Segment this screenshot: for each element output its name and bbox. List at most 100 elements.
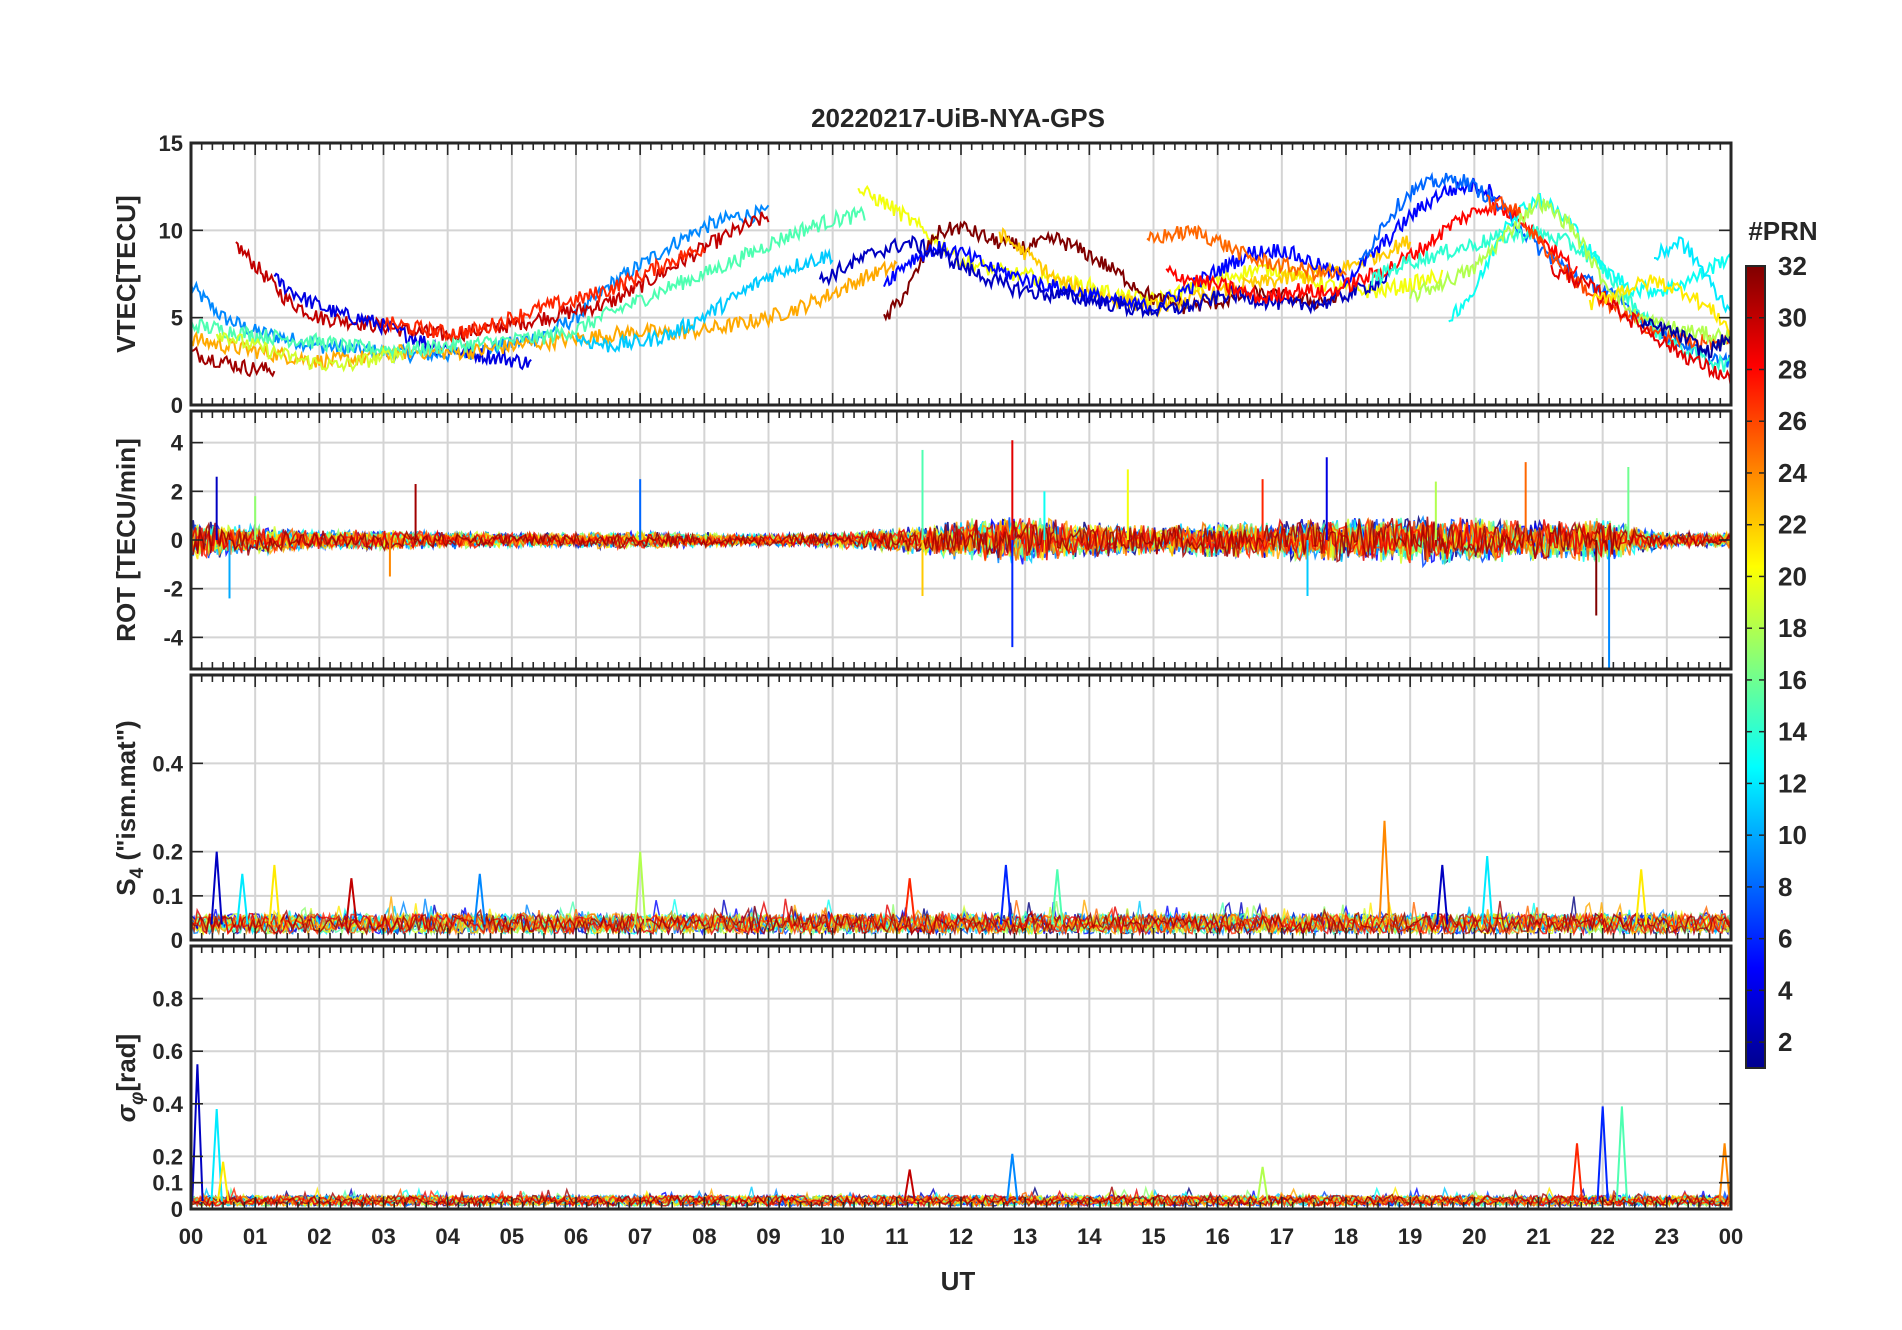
sigphi-spike <box>1570 1143 1584 1202</box>
s4-spike <box>473 873 486 925</box>
colorbar-tick-label: 30 <box>1778 303 1807 333</box>
colorbar-tick-label: 16 <box>1778 665 1807 695</box>
colorbar-tick-label: 2 <box>1778 1027 1792 1057</box>
s4-y-axis-label: S4 ("ism.mat") <box>111 720 148 895</box>
s4-spike <box>634 851 647 925</box>
sigphi-spike <box>1006 1153 1019 1202</box>
x-tick-label: 06 <box>564 1224 588 1249</box>
vtec-series-prn-2 <box>1640 317 1731 359</box>
x-tick-label: 20 <box>1462 1224 1486 1249</box>
colorbar-tick-label: 20 <box>1778 561 1807 591</box>
colorbar-tick-label: 28 <box>1778 354 1807 384</box>
s4-spike <box>345 878 358 925</box>
x-tick-label: 05 <box>500 1224 524 1249</box>
colorbar-tick-label: 14 <box>1778 717 1807 747</box>
x-tick-label: 08 <box>692 1224 716 1249</box>
sigphi-ytick-label: 0.4 <box>152 1092 183 1117</box>
vtec-series-prn-27 <box>383 245 706 343</box>
s4-spike <box>210 851 223 925</box>
x-tick-label: 19 <box>1398 1224 1422 1249</box>
sigphi-ytick-label: 0.2 <box>152 1144 183 1169</box>
s4-ytick-label: 0 <box>171 928 183 953</box>
rot-data <box>191 440 1731 669</box>
vtec-ytick-label: 0 <box>171 393 183 418</box>
rot-series-prn-29 <box>191 518 1731 561</box>
vtec-series-prn-12 <box>1653 236 1731 314</box>
sigphi-ytick-label: 0.6 <box>152 1039 183 1064</box>
rot-series-prn-31 <box>191 516 1731 563</box>
x-tick-label: 07 <box>628 1224 652 1249</box>
s4-spike <box>1378 820 1391 925</box>
colorbar-tick-label: 26 <box>1778 406 1807 436</box>
sigphi-y-axis-label: σφ[rad] <box>111 1034 148 1122</box>
s4-spike <box>1051 869 1064 925</box>
s4-spike <box>268 864 281 925</box>
vtec-series-prn-4 <box>273 272 532 371</box>
vtec-series-prn-29 <box>1550 264 1731 388</box>
vtec-series-prn-19 <box>215 331 404 373</box>
sigphi-spike <box>191 1064 204 1202</box>
s4-spike <box>1481 856 1494 925</box>
x-tick-label: 12 <box>949 1224 973 1249</box>
x-tick-label: 15 <box>1141 1224 1165 1249</box>
s4-frame <box>189 673 1733 942</box>
vtec-series-prn-11 <box>575 248 834 353</box>
sigphi-spike <box>1596 1106 1609 1202</box>
sigphi-panel: 00.10.2 0.4 0.6 0.8σφ[rad] <box>111 944 1733 1222</box>
colorbar-tick-label: 4 <box>1778 975 1793 1005</box>
x-tick-label: 01 <box>243 1224 267 1249</box>
s4-spike <box>999 864 1012 925</box>
sigphi-ytick-label: 0.1 <box>152 1171 183 1196</box>
vtec-ytick-label: 10 <box>159 218 183 243</box>
vtec-series-prn-25 <box>1146 224 1347 284</box>
vtec-data <box>191 171 1731 388</box>
s4-series-prn-29 <box>191 898 1731 937</box>
vtec-series-prn-5 <box>883 177 1501 315</box>
x-tick-label: 22 <box>1590 1224 1614 1249</box>
x-tick-label: 16 <box>1205 1224 1229 1249</box>
vtec-frame <box>189 141 1733 407</box>
s4-spike <box>236 873 249 925</box>
x-tick-label: 18 <box>1334 1224 1358 1249</box>
s4-ytick-label: 0.1 <box>152 884 183 909</box>
s4-ytick-label: 0.4 <box>152 751 183 776</box>
rot-panel: -4 -2 0 2 4 ROT [TECU/min] <box>111 409 1733 671</box>
vtec-y-axis-label: VTEC[TECU] <box>111 195 141 352</box>
sigphi-frame <box>189 944 1733 1211</box>
x-tick-label: 00 <box>1719 1224 1743 1249</box>
s4-series-prn-31 <box>191 900 1731 937</box>
x-tick-label: 21 <box>1526 1224 1550 1249</box>
vtec-series-prn-13 <box>1448 192 1731 323</box>
vtec-panel: 0 5 10 15 VTEC[TECU] <box>111 131 1733 418</box>
colorbar-tick-label: 6 <box>1778 924 1792 954</box>
colorbar-tick-label: 18 <box>1778 613 1807 643</box>
x-tick-label: 02 <box>307 1224 331 1249</box>
s4-spike <box>1635 869 1648 925</box>
x-tick-labels: 00 01 02 03 04 05 06 07 08 09 10 11 12 13 14 15 16 17 18 19… <box>179 1224 1743 1249</box>
colorbar-tick-label: 24 <box>1778 458 1807 488</box>
rot-ytick-label: 0 <box>171 528 183 553</box>
s4-panel: 0 0.1 0.2 0.4S4 ("ism.mat") <box>111 673 1733 953</box>
chart-title: 20220217-UiB-NYA-GPS <box>811 103 1105 133</box>
vtec-series-prn-21 <box>1588 274 1731 337</box>
x-tick-label: 00 <box>179 1224 203 1249</box>
rot-ytick-label: -2 <box>163 577 183 602</box>
rot-ytick-label: 4 <box>171 431 184 456</box>
rot-frame <box>189 409 1733 671</box>
vtec-series-prn-28 <box>1165 202 1578 304</box>
s4-spike <box>903 878 916 925</box>
colorbar-tick-label: 8 <box>1778 872 1792 902</box>
vtec-series-prn-3 <box>818 235 1392 319</box>
vtec-series-prn-31 <box>191 346 276 378</box>
vtec-series-prn-15 <box>191 205 866 360</box>
colorbar-tick-label: 12 <box>1778 768 1807 798</box>
sigphi-spike <box>210 1109 223 1202</box>
x-tick-label: 09 <box>756 1224 780 1249</box>
rot-y-axis-label: ROT [TECU/min] <box>111 438 141 642</box>
s4-spike <box>1436 864 1449 925</box>
x-tick-label: 03 <box>371 1224 395 1249</box>
